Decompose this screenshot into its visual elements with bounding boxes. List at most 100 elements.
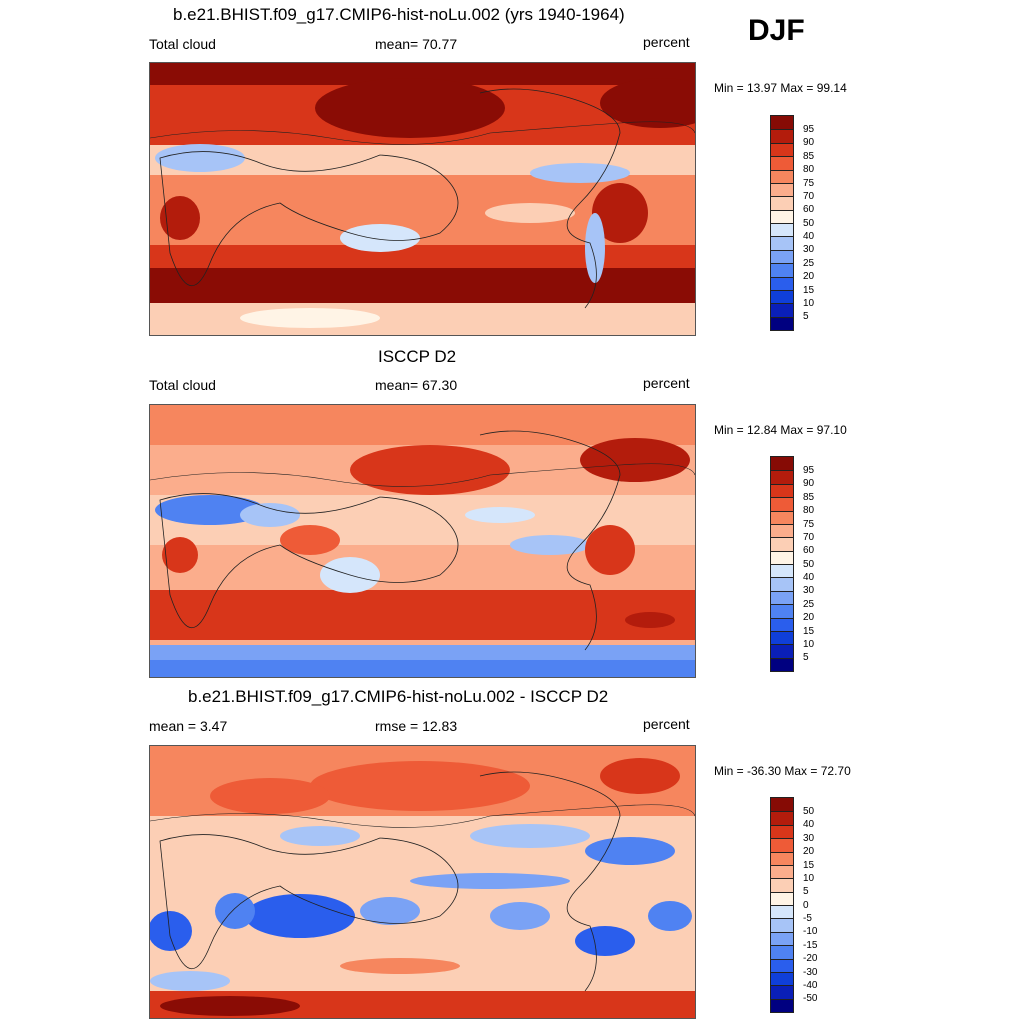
colorbar-swatch [771, 590, 793, 605]
colorbar-swatch [771, 276, 793, 290]
colorbar-tick-label: 20 [803, 846, 815, 858]
colorbar-tick-label: 10 [803, 872, 815, 884]
colorbar-swatch [771, 263, 793, 277]
colorbar-swatch [771, 604, 793, 618]
colorbar-swatch [771, 931, 793, 946]
colorbar-tick-label: 95 [803, 465, 815, 476]
colorbar-swatch [771, 798, 793, 812]
colorbar-tick-label: 75 [803, 518, 815, 530]
colorbar-swatch [771, 864, 793, 879]
colorbar-tick-label: 85 [803, 491, 815, 503]
panel-1-units-label: percent [643, 34, 690, 50]
colorbar-swatch [771, 905, 793, 919]
colorbar-swatch [771, 249, 793, 264]
panel-3-colorbar [770, 797, 794, 1013]
colorbar-tick-label: 5 [803, 886, 809, 898]
colorbar-swatch [771, 129, 793, 143]
colorbar-tick-label: 50 [803, 558, 815, 570]
colorbar-swatch [771, 838, 793, 852]
colorbar-swatch [771, 209, 793, 223]
panel-1-field [150, 63, 695, 335]
colorbar-tick-label: 80 [803, 164, 815, 176]
colorbar-tick-label: 15 [803, 625, 815, 637]
colorbar-tick-label: 25 [803, 598, 815, 610]
colorbar-swatch [771, 316, 793, 330]
colorbar-tick-label: -40 [803, 979, 818, 991]
colorbar-tick-label: 50 [803, 806, 815, 817]
colorbar-tick-label: 90 [803, 137, 815, 149]
colorbar-swatch [771, 289, 793, 304]
colorbar-tick-label: 30 [803, 832, 815, 844]
panel-3-minmax: Min = -36.30 Max = 72.70 [714, 764, 851, 778]
colorbar-swatch [771, 891, 793, 905]
colorbar-swatch [771, 971, 793, 986]
colorbar-tick-label: 5 [803, 311, 809, 323]
colorbar-tick-label: 50 [803, 217, 815, 229]
colorbar-swatch [771, 510, 793, 524]
colorbar-swatch [771, 223, 793, 237]
panel-3-rmse-label: rmse = 12.83 [375, 718, 458, 734]
colorbar-tick-label: -15 [803, 939, 818, 951]
colorbar-tick-label: -10 [803, 926, 818, 938]
panel-2-mean-label: mean= 67.30 [375, 377, 458, 393]
colorbar-swatch [771, 824, 793, 839]
colorbar-swatch [771, 142, 793, 157]
colorbar-tick-label: 95 [803, 124, 815, 135]
colorbar-tick-label: 60 [803, 545, 815, 557]
panel-2-minmax: Min = 12.84 Max = 97.10 [714, 423, 847, 437]
colorbar-tick-label: 75 [803, 177, 815, 189]
colorbar-tick-label: 40 [803, 572, 815, 583]
colorbar-tick-label: 0 [803, 899, 809, 911]
colorbar-tick-label: 70 [803, 531, 815, 543]
panel-2-title: ISCCP D2 [378, 347, 457, 366]
panel-2-map [149, 404, 696, 678]
colorbar-swatch [771, 156, 793, 170]
colorbar-tick-label: 60 [803, 204, 815, 216]
colorbar-tick-label: 20 [803, 612, 815, 624]
colorbar-swatch [771, 998, 793, 1012]
colorbar-tick-label: 80 [803, 505, 815, 517]
colorbar-swatch [771, 644, 793, 658]
colorbar-swatch [771, 851, 793, 865]
panel-1-title: b.e21.BHIST.f09_g17.CMIP6-hist-noLu.002 … [173, 5, 625, 24]
colorbar-tick-label: 25 [803, 257, 815, 269]
colorbar-swatch [771, 196, 793, 210]
colorbar-swatch [771, 958, 793, 972]
colorbar-tick-label: 30 [803, 585, 815, 597]
panel-1-colorbar [770, 115, 794, 331]
colorbar-tick-label: -30 [803, 966, 818, 978]
colorbar-swatch [771, 169, 793, 183]
panel-1-variable-label: Total cloud [149, 36, 216, 52]
panel-3-map [149, 745, 696, 1019]
colorbar-tick-label: 20 [803, 271, 815, 283]
colorbar-swatch [771, 457, 793, 471]
panel-1-map [149, 62, 696, 336]
colorbar-tick-label: 30 [803, 244, 815, 256]
colorbar-swatch [771, 236, 793, 250]
colorbar-swatch [771, 303, 793, 317]
colorbar-swatch [771, 617, 793, 631]
season-label: DJF [748, 14, 805, 47]
colorbar-swatch [771, 523, 793, 538]
colorbar-tick-label: -20 [803, 953, 818, 965]
panel-3-mean-label: mean = 3.47 [149, 718, 228, 734]
colorbar-swatch [771, 918, 793, 932]
panel-3-field [150, 746, 695, 1018]
colorbar-tick-label: 40 [803, 819, 815, 831]
colorbar-tick-label: 5 [803, 652, 809, 664]
panel-1-mean-label: mean= 70.77 [375, 36, 458, 52]
colorbar-tick-label: 90 [803, 478, 815, 490]
colorbar-swatch [771, 182, 793, 197]
colorbar-swatch [771, 497, 793, 511]
colorbar-swatch [771, 811, 793, 825]
colorbar-swatch [771, 483, 793, 498]
panel-2-field [150, 405, 695, 677]
colorbar-swatch [771, 550, 793, 564]
colorbar-tick-label: 40 [803, 231, 815, 242]
colorbar-swatch [771, 116, 793, 130]
colorbar-swatch [771, 985, 793, 999]
colorbar-tick-label: 70 [803, 190, 815, 202]
panel-2-units-label: percent [643, 375, 690, 391]
panel-1-minmax: Min = 13.97 Max = 99.14 [714, 81, 847, 95]
colorbar-swatch [771, 878, 793, 892]
